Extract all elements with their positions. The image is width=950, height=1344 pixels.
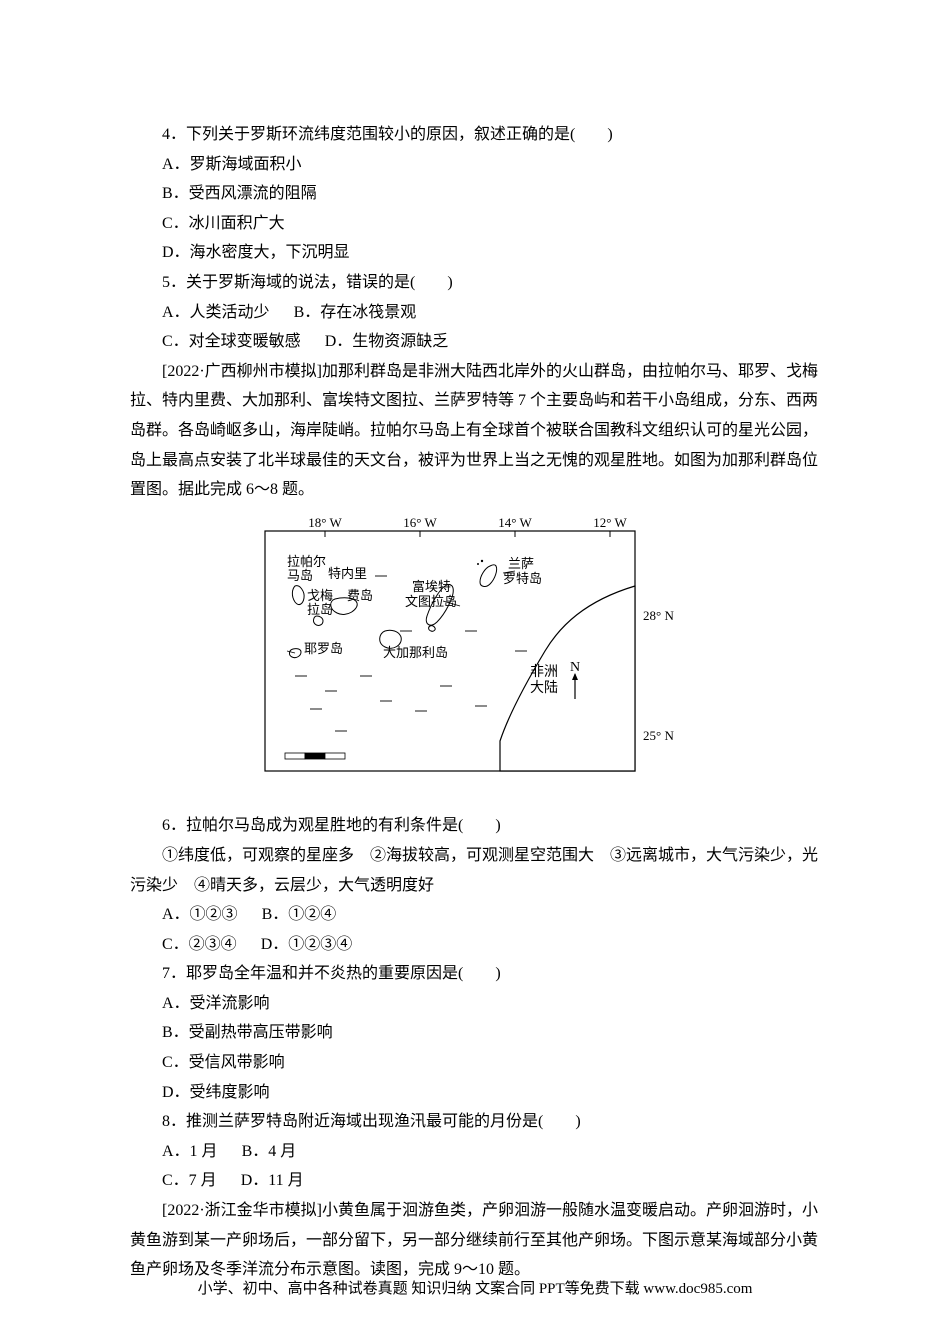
q5-row1: A．人类活动少 B．存在冰筏景观 xyxy=(130,298,820,328)
svg-text:特内里: 特内里 xyxy=(328,566,367,581)
q8-optC: C．7 月 xyxy=(162,1172,217,1189)
q8-row2: C．7 月 D．11 月 xyxy=(130,1166,820,1196)
svg-text:拉帕尔: 拉帕尔 xyxy=(287,554,326,569)
q5-optA: A．人类活动少 xyxy=(162,304,270,321)
q6-stem: 6．拉帕尔马岛成为观星胜地的有利条件是( ) xyxy=(130,811,820,841)
q8-optB: B．4 月 xyxy=(242,1143,297,1160)
svg-text:戈梅: 戈梅 xyxy=(307,588,333,603)
q4-optB: B．受西风漂流的阻隔 xyxy=(130,179,820,209)
q6-desc: ①纬度低，可观察的星座多 ②海拔较高，可观测星空范围大 ③远离城市，大气污染少，… xyxy=(130,841,820,900)
svg-text:28° N: 28° N xyxy=(643,608,674,623)
footer-text: 小学、初中、高中各种试卷真题 知识归纳 文案合同 PPT等免费下载 www.do… xyxy=(0,1276,950,1304)
passage-6-8: [2022·广西柳州市模拟]加那利群岛是非洲大陆西北岸外的火山群岛，由拉帕尔马、… xyxy=(130,357,820,505)
svg-text:文图拉岛: 文图拉岛 xyxy=(405,594,457,609)
svg-text:费岛: 费岛 xyxy=(347,588,373,603)
q4-stem: 4．下列关于罗斯环流纬度范围较小的原因，叙述正确的是( ) xyxy=(130,120,820,150)
svg-text:非洲: 非洲 xyxy=(530,664,558,680)
q7-optC: C．受信风带影响 xyxy=(130,1048,820,1078)
q7-optA: A．受洋流影响 xyxy=(130,989,820,1019)
svg-text:12° W: 12° W xyxy=(593,515,627,530)
q7-optB: B．受副热带高压带影响 xyxy=(130,1018,820,1048)
q5-optB: B．存在冰筏景观 xyxy=(294,304,417,321)
svg-text:罗特岛: 罗特岛 xyxy=(503,571,542,586)
q6-row1: A．①②③ B．①②④ xyxy=(130,900,820,930)
q8-row1: A．1 月 B．4 月 xyxy=(130,1137,820,1167)
svg-text:18° W: 18° W xyxy=(308,515,342,530)
map-figure: 18° W 16° W 14° W 12° W 28° N 25° N 非洲大陆 N 拉帕尔马岛… xyxy=(130,513,820,804)
canary-map: 18° W 16° W 14° W 12° W 28° N 25° N 非洲大陆 N 拉帕尔马岛… xyxy=(260,513,690,793)
q6-optD: D．①②③④ xyxy=(261,936,353,953)
q5-row2: C．对全球变暖敏感 D．生物资源缺乏 xyxy=(130,327,820,357)
q6-optB: B．①②④ xyxy=(262,906,337,923)
q8-optD: D．11 月 xyxy=(241,1172,304,1189)
svg-text:大陆: 大陆 xyxy=(530,680,558,696)
svg-text:N: N xyxy=(570,660,580,675)
q4-optC: C．冰川面积广大 xyxy=(130,209,820,239)
svg-text:16° W: 16° W xyxy=(403,515,437,530)
q6-row2: C．②③④ D．①②③④ xyxy=(130,930,820,960)
svg-text:拉岛: 拉岛 xyxy=(307,602,333,617)
q8-optA: A．1 月 xyxy=(162,1143,218,1160)
svg-text:马岛: 马岛 xyxy=(287,568,313,583)
q8-stem: 8．推测兰萨罗特岛附近海域出现渔汛最可能的月份是( ) xyxy=(130,1107,820,1137)
q5-optC: C．对全球变暖敏感 xyxy=(162,333,301,350)
q6-optA: A．①②③ xyxy=(162,906,238,923)
svg-text:14° W: 14° W xyxy=(498,515,532,530)
svg-text:大加那利岛: 大加那利岛 xyxy=(383,645,448,660)
q4-optD: D．海水密度大，下沉明显 xyxy=(130,238,820,268)
q7-stem: 7．耶罗岛全年温和并不炎热的重要原因是( ) xyxy=(130,959,820,989)
svg-text:富埃特: 富埃特 xyxy=(412,579,451,594)
q5-stem: 5．关于罗斯海域的说法，错误的是( ) xyxy=(130,268,820,298)
svg-text:兰萨: 兰萨 xyxy=(508,556,534,571)
svg-text:耶罗岛: 耶罗岛 xyxy=(304,641,343,656)
q6-optC: C．②③④ xyxy=(162,936,237,953)
q7-optD: D．受纬度影响 xyxy=(130,1078,820,1108)
q5-optD: D．生物资源缺乏 xyxy=(325,333,449,350)
passage-9-10: [2022·浙江金华市模拟]小黄鱼属于洄游鱼类，产卵洄游一般随水温变暖启动。产卵… xyxy=(130,1196,820,1285)
q4-optA: A．罗斯海域面积小 xyxy=(130,150,820,180)
svg-text:25° N: 25° N xyxy=(643,728,674,743)
